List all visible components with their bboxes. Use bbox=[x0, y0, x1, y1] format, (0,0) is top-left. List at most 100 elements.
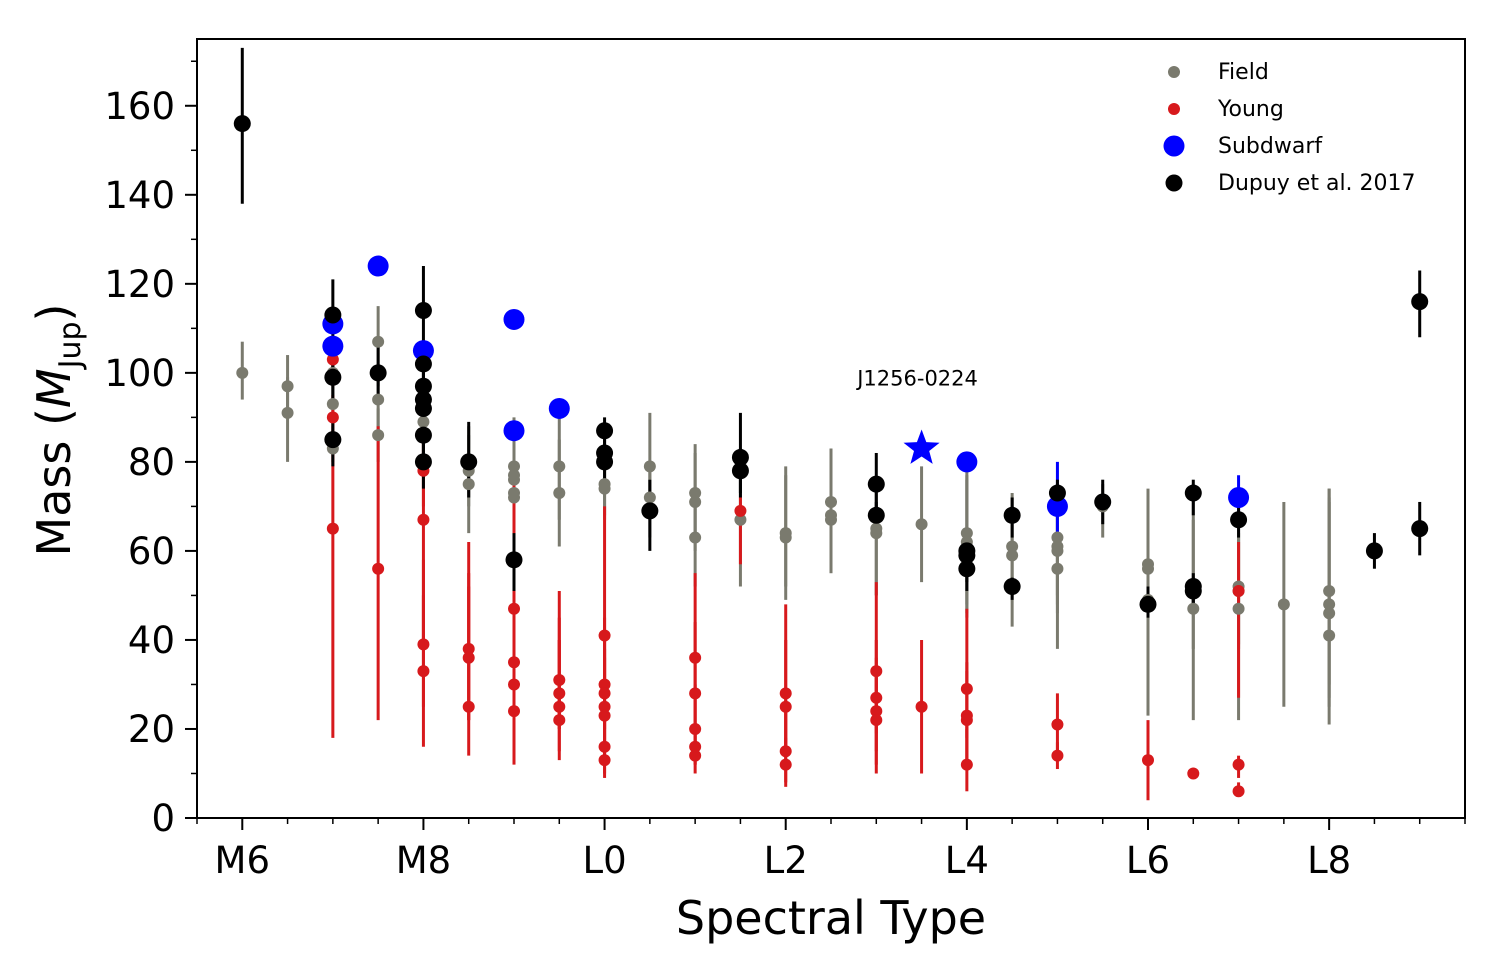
young-point bbox=[960, 682, 973, 695]
young-point bbox=[598, 678, 611, 691]
legend-label-young: Young bbox=[1217, 97, 1284, 122]
field-point bbox=[508, 460, 520, 473]
field-point bbox=[281, 406, 294, 419]
field-point bbox=[1323, 598, 1336, 611]
dupuy-et-al-2017-point bbox=[641, 502, 659, 520]
highlight-annotation-label: J1256-0224 bbox=[855, 367, 978, 391]
young-point bbox=[870, 714, 883, 727]
young-point bbox=[689, 651, 702, 664]
young-point bbox=[372, 562, 385, 575]
x-tick-label: M6 bbox=[215, 839, 270, 882]
y-axis-title-subscript: Jup bbox=[53, 321, 88, 370]
young-point bbox=[598, 754, 611, 767]
dupuy-et-al-2017-point bbox=[1184, 582, 1202, 600]
y-tick-label: 0 bbox=[151, 797, 175, 840]
young-point bbox=[870, 691, 883, 704]
field-point bbox=[779, 531, 792, 544]
x-tick-label: L4 bbox=[945, 839, 989, 882]
young-point bbox=[598, 709, 611, 722]
field-point bbox=[1051, 531, 1064, 544]
young-point bbox=[1187, 767, 1200, 780]
field-point bbox=[598, 482, 611, 495]
dupuy-et-al-2017-point bbox=[233, 115, 251, 133]
field-point bbox=[1323, 607, 1336, 620]
young-point bbox=[553, 700, 566, 713]
dupuy-et-al-2017-point bbox=[1230, 511, 1248, 529]
legend: Field Young Subdwarf Dupuy et al. 2017 bbox=[1163, 60, 1416, 196]
y-tick-label: 100 bbox=[104, 352, 175, 395]
field-point bbox=[1187, 602, 1200, 615]
highlight-star-group: J1256-0224 bbox=[855, 367, 978, 464]
legend-label-dupuy-et-al-2017: Dupuy et al. 2017 bbox=[1218, 171, 1416, 196]
y-axis-title-main: Mass ( bbox=[27, 408, 81, 556]
dupuy-et-al-2017-point bbox=[867, 506, 885, 524]
field-point bbox=[372, 335, 385, 348]
y-axis-title-italic: M bbox=[27, 368, 81, 408]
young-point bbox=[689, 740, 702, 753]
dupuy-et-al-2017-point bbox=[867, 475, 885, 493]
dupuy-et-al-2017-point bbox=[731, 462, 749, 480]
y-tick-label: 60 bbox=[128, 530, 175, 573]
highlight-star-marker bbox=[903, 429, 940, 464]
y-tick-label: 160 bbox=[104, 85, 175, 128]
y-tick-label: 40 bbox=[128, 619, 175, 662]
young-point bbox=[1232, 584, 1245, 597]
young-point bbox=[598, 629, 611, 642]
young-point bbox=[326, 411, 339, 424]
dupuy-et-al-2017-point bbox=[958, 546, 976, 564]
x-tick-label: L8 bbox=[1307, 839, 1351, 882]
field-point bbox=[734, 513, 747, 526]
y-tick-label: 140 bbox=[104, 174, 175, 217]
legend-label-field: Field bbox=[1218, 60, 1269, 85]
field-point bbox=[825, 495, 837, 508]
dupuy-et-al-2017-point bbox=[414, 399, 432, 417]
ticks: M6 M8 L0 L2 L4 L6 L8 0 20 40 60 80 100 120 140 160 bbox=[104, 60, 1466, 882]
dupuy-et-al-2017-point bbox=[1139, 595, 1157, 613]
x-tick-label: M8 bbox=[396, 839, 451, 882]
dupuy-et-al-2017-point bbox=[414, 377, 432, 395]
field-point bbox=[508, 473, 520, 486]
dupuy-et-al-2017-point bbox=[1048, 484, 1066, 502]
y-axis-title: Mass (MJup) bbox=[27, 304, 88, 557]
young-point bbox=[417, 665, 430, 678]
subdwarf-point bbox=[1228, 486, 1250, 508]
young-point bbox=[960, 758, 973, 771]
legend-marker-field bbox=[1168, 66, 1180, 78]
field-point bbox=[1277, 598, 1290, 611]
dupuy-et-al-2017-point bbox=[324, 306, 342, 324]
x-tick-label: L0 bbox=[582, 839, 626, 882]
young-point bbox=[1051, 718, 1064, 731]
data-points bbox=[233, 115, 1429, 798]
field-point bbox=[643, 460, 656, 473]
young-point bbox=[870, 665, 883, 678]
dupuy-et-al-2017-point bbox=[369, 364, 387, 382]
young-point bbox=[462, 651, 475, 664]
subdwarf-point bbox=[956, 451, 978, 473]
field-point bbox=[281, 380, 294, 393]
young-point bbox=[779, 700, 792, 713]
dupuy-et-al-2017-point bbox=[1411, 293, 1429, 311]
dupuy-et-al-2017-point bbox=[1365, 542, 1383, 560]
young-point bbox=[508, 656, 520, 669]
young-point bbox=[779, 687, 792, 700]
young-point bbox=[598, 687, 611, 700]
dupuy-et-al-2017-point bbox=[505, 551, 523, 569]
field-point bbox=[643, 491, 656, 504]
dupuy-et-al-2017-point bbox=[731, 448, 749, 466]
young-point bbox=[508, 602, 520, 615]
field-point bbox=[1006, 540, 1019, 553]
subdwarf-point bbox=[503, 308, 525, 330]
field-point bbox=[1323, 629, 1336, 642]
x-tick-label: L2 bbox=[764, 839, 808, 882]
field-point bbox=[689, 495, 702, 508]
subdwarf-point bbox=[1046, 495, 1068, 517]
young-point bbox=[1232, 758, 1245, 771]
dupuy-et-al-2017-point bbox=[324, 368, 342, 386]
x-tick-label: L6 bbox=[1126, 839, 1170, 882]
dupuy-et-al-2017-point bbox=[460, 453, 478, 471]
subdwarf-point bbox=[322, 335, 344, 357]
young-point bbox=[508, 705, 520, 718]
young-point bbox=[553, 714, 566, 727]
dupuy-et-al-2017-point bbox=[414, 355, 432, 373]
young-point bbox=[779, 745, 792, 758]
